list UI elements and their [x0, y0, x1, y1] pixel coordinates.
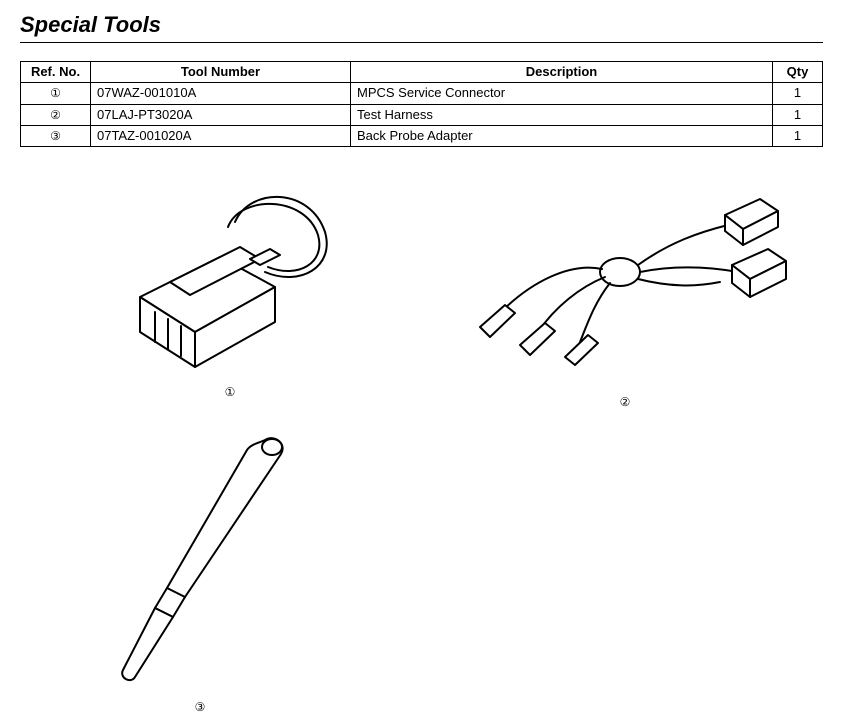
figure-3-label: ③ — [75, 700, 325, 714]
harness-icon — [460, 187, 790, 387]
table-header-row: Ref. No. Tool Number Description Qty — [21, 62, 823, 83]
title-underline — [20, 42, 823, 43]
tools-table: Ref. No. Tool Number Description Qty ① 0… — [20, 61, 823, 147]
cell-description: Test Harness — [351, 104, 773, 125]
figure-2: ② — [460, 187, 790, 409]
connector-icon — [100, 177, 360, 377]
ref-badge: ② — [50, 108, 61, 123]
table-row: ① 07WAZ-001010A MPCS Service Connector 1 — [21, 83, 823, 104]
figure-1-label: ① — [100, 385, 360, 399]
col-description: Description — [351, 62, 773, 83]
cell-tool-number: 07WAZ-001010A — [91, 83, 351, 104]
table-row: ② 07LAJ-PT3020A Test Harness 1 — [21, 104, 823, 125]
col-ref: Ref. No. — [21, 62, 91, 83]
cell-tool-number: 07TAZ-001020A — [91, 125, 351, 146]
cell-qty: 1 — [773, 83, 823, 104]
col-tool-number: Tool Number — [91, 62, 351, 83]
cell-qty: 1 — [773, 125, 823, 146]
table-row: ③ 07TAZ-001020A Back Probe Adapter 1 — [21, 125, 823, 146]
cell-description: MPCS Service Connector — [351, 83, 773, 104]
cell-tool-number: 07LAJ-PT3020A — [91, 104, 351, 125]
ref-badge: ① — [50, 86, 61, 101]
figure-3: ③ — [75, 432, 325, 714]
cell-description: Back Probe Adapter — [351, 125, 773, 146]
figure-1: ① — [100, 177, 360, 399]
cell-qty: 1 — [773, 104, 823, 125]
col-qty: Qty — [773, 62, 823, 83]
probe-icon — [75, 432, 325, 692]
figure-2-label: ② — [460, 395, 790, 409]
ref-badge: ③ — [50, 129, 61, 144]
figures-area: ① — [20, 177, 823, 697]
page-title: Special Tools — [20, 12, 823, 38]
